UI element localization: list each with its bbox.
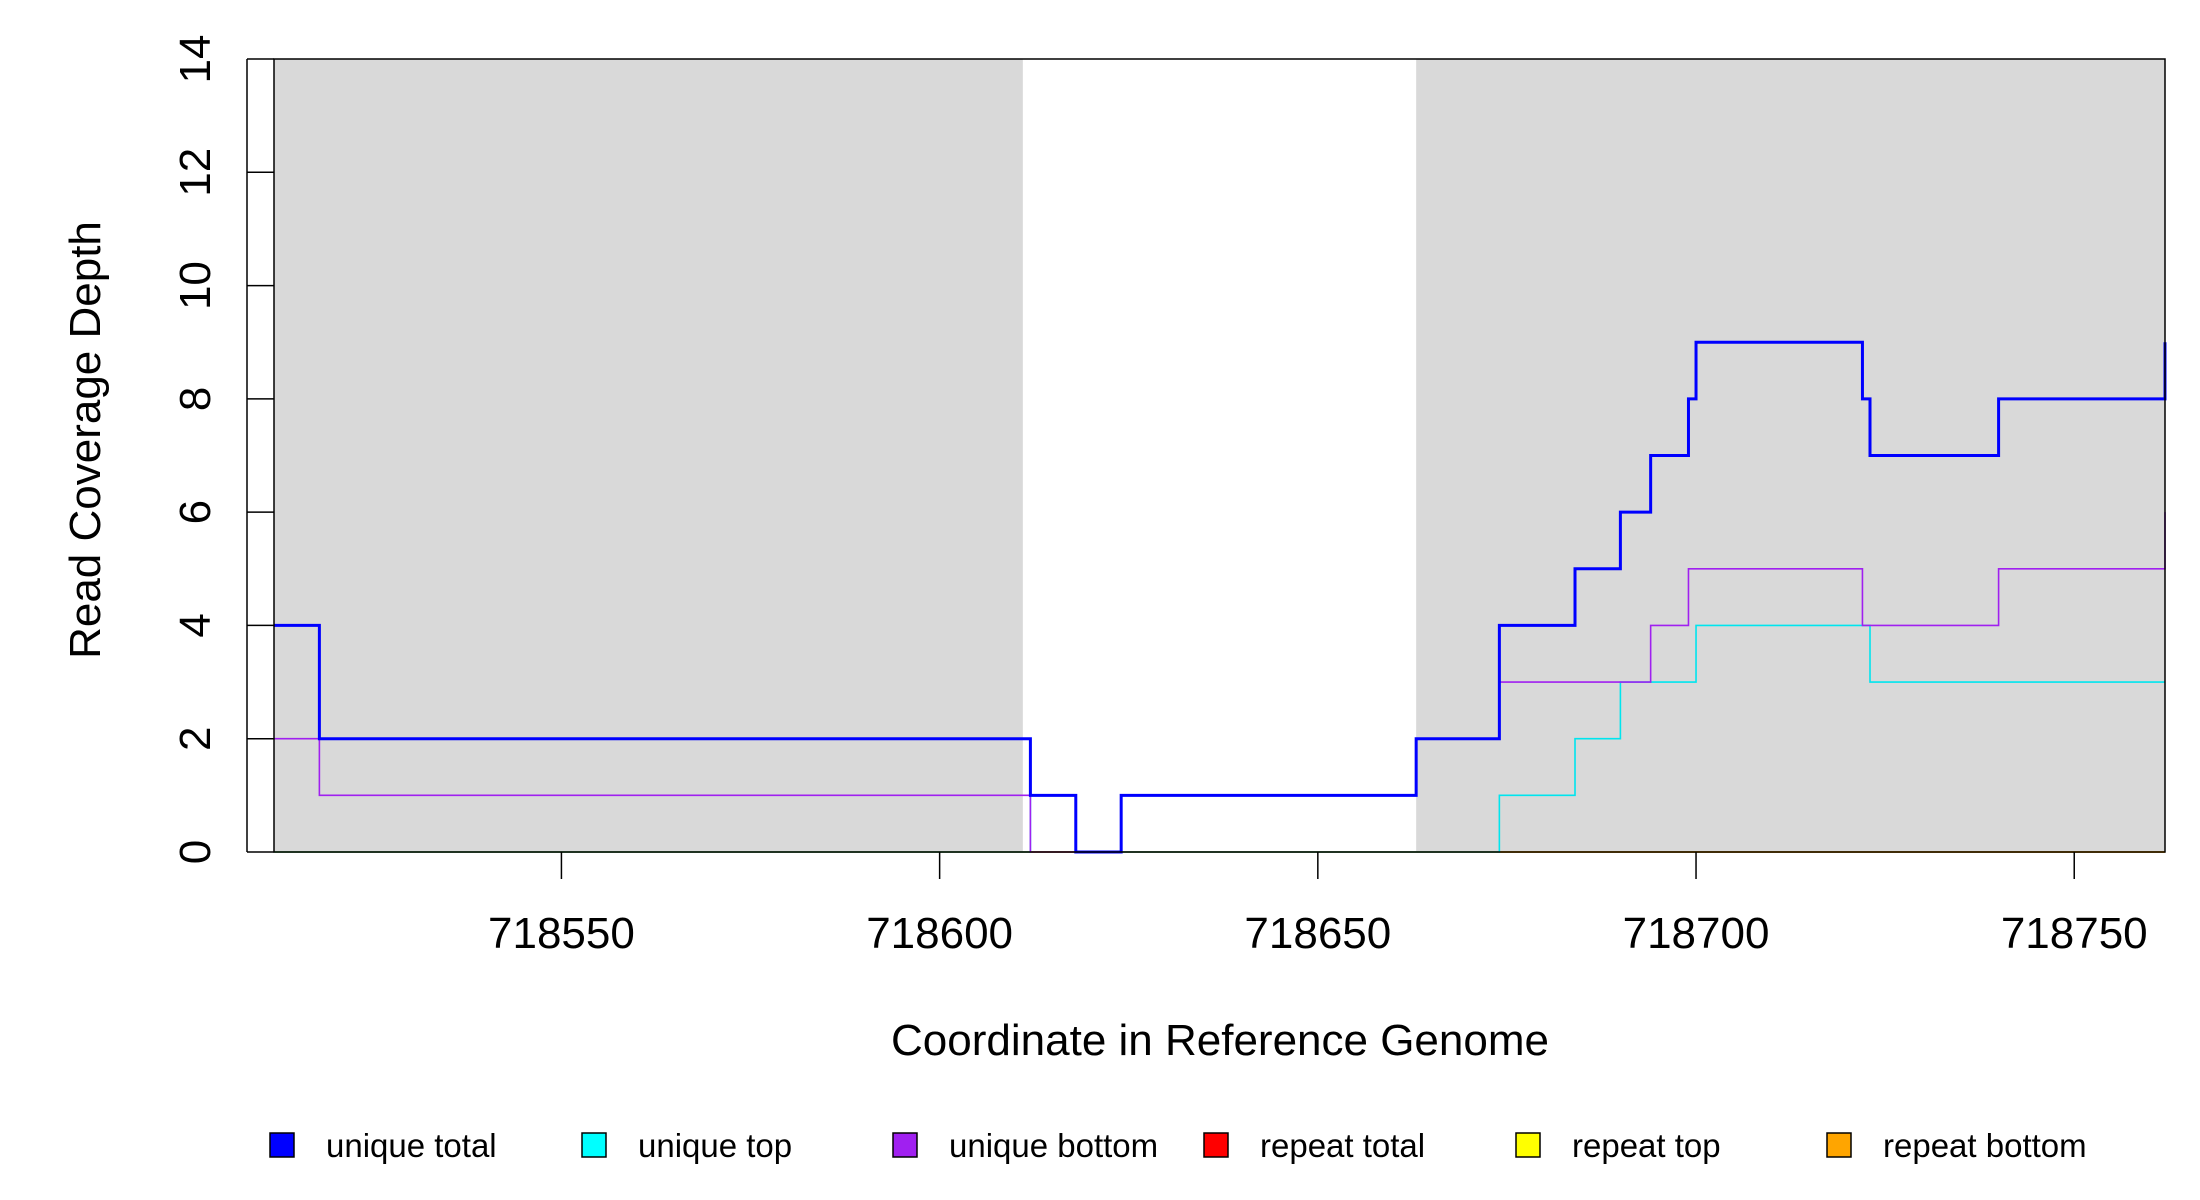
plot-frame	[273, 58, 2166, 853]
x-tick-label: 718600	[866, 909, 1013, 958]
y-tick-label: 8	[171, 387, 220, 411]
x-tick-label: 718750	[2001, 909, 2148, 958]
legend-label-unique-bottom: unique bottom	[949, 1127, 1158, 1164]
y-axis: 0 2 4 6 8 10 12 14	[171, 35, 274, 864]
x-axis-title: Coordinate in Reference Genome	[891, 1016, 1549, 1065]
y-tick-label: 2	[171, 726, 220, 750]
legend-label-repeat-total: repeat total	[1260, 1127, 1425, 1164]
y-tick-label: 4	[171, 613, 220, 637]
legend-label-repeat-bottom: repeat bottom	[1883, 1127, 2087, 1164]
shaded-region-1	[274, 59, 1023, 852]
legend-swatch-repeat-bottom	[1826, 1132, 1852, 1158]
legend-swatch-repeat-total	[1203, 1132, 1229, 1158]
x-tick-label: 718700	[1623, 909, 1770, 958]
legend-label-repeat-top: repeat top	[1572, 1127, 1721, 1164]
x-tick-label: 718550	[488, 909, 635, 958]
legend-label-unique-top: unique top	[638, 1127, 792, 1164]
legend-swatch-repeat-top	[1515, 1132, 1541, 1158]
y-axis-title: Read Coverage Depth	[61, 221, 110, 659]
x-tick-label: 718650	[1244, 909, 1391, 958]
y-tick-label: 0	[171, 840, 220, 864]
series-line-unique-total	[274, 340, 2167, 854]
y-tick-label: 12	[171, 148, 220, 197]
legend-swatch-unique-total	[269, 1132, 295, 1158]
shaded-regions	[274, 59, 2165, 852]
legend-swatch-unique-bottom	[892, 1132, 918, 1158]
y-tick-label: 14	[171, 35, 220, 84]
y-tick-label: 10	[171, 261, 220, 310]
shaded-region-2	[1416, 59, 2165, 852]
legend-label-unique-total: unique total	[326, 1127, 497, 1164]
legend: unique total unique top unique bottom repea…	[269, 1127, 2087, 1164]
y-tick-label: 6	[171, 500, 220, 524]
x-axis: 718550 718600 718650 718700 718750	[488, 852, 2148, 958]
legend-swatch-unique-top	[581, 1132, 607, 1158]
